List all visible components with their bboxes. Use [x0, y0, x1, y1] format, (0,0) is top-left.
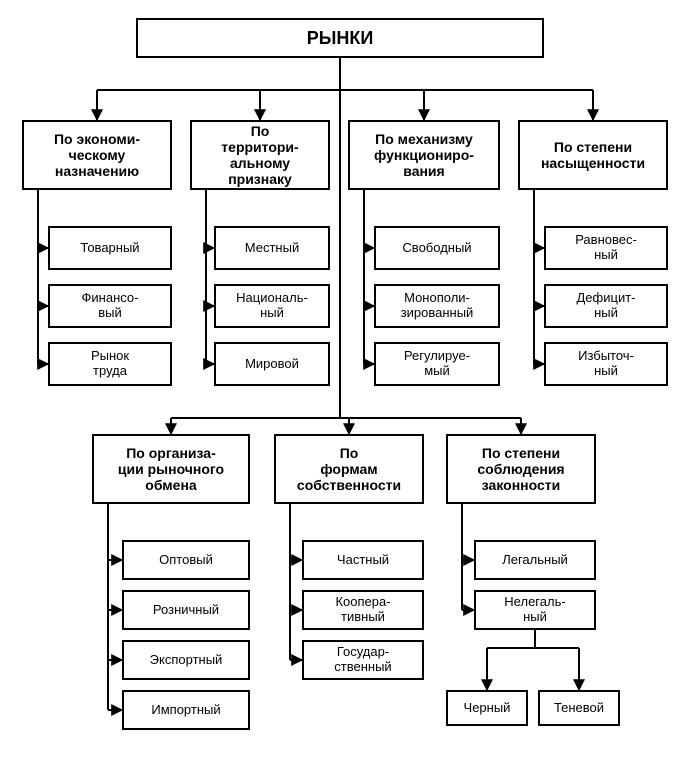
row1-c3-item-0: Равновес-ный — [544, 226, 668, 270]
row2-c2-item-0: Легальный — [474, 540, 596, 580]
row1-c1-item-1: Националь-ный — [214, 284, 330, 328]
root-title: РЫНКИ — [136, 18, 544, 58]
row1-c2-item-1: Монополи-зированный — [374, 284, 500, 328]
row2-c1-item-0: Частный — [302, 540, 424, 580]
row1-cat-3: По степенинасыщенности — [518, 120, 668, 190]
row1-c0-item-2: Рыноктруда — [48, 342, 172, 386]
row1-c3-item-1: Дефицит-ный — [544, 284, 668, 328]
row2-c1-item-1: Коопера-тивный — [302, 590, 424, 630]
row2-c1-item-2: Государ-ственный — [302, 640, 424, 680]
row2-c0-item-1: Розничный — [122, 590, 250, 630]
row1-cat-2: По механизмуфункциониро-вания — [348, 120, 500, 190]
row2-c2-item-1: Нелегаль-ный — [474, 590, 596, 630]
row1-c2-item-0: Свободный — [374, 226, 500, 270]
row1-c1-item-0: Местный — [214, 226, 330, 270]
row1-c3-item-2: Избыточ-ный — [544, 342, 668, 386]
row1-cat-0: По экономи-ческомуназначению — [22, 120, 172, 190]
row2-c0-item-0: Оптовый — [122, 540, 250, 580]
row2-c0-item-2: Экспортный — [122, 640, 250, 680]
sub-right: Теневой — [538, 690, 620, 726]
row1-cat-1: Потерритори-альномупризнаку — [190, 120, 330, 190]
row2-cat-0: По организа-ции рыночногообмена — [92, 434, 250, 504]
sub-left: Черный — [446, 690, 528, 726]
row2-cat-2: По степенисоблюдениязаконности — [446, 434, 596, 504]
row1-c0-item-1: Финансо-вый — [48, 284, 172, 328]
row1-c1-item-2: Мировой — [214, 342, 330, 386]
row1-c2-item-2: Регулируе-мый — [374, 342, 500, 386]
diagram-canvas: РЫНКИ По экономи-ческомуназначению Товарны… — [0, 0, 679, 760]
row1-c0-item-0: Товарный — [48, 226, 172, 270]
row2-cat-1: Поформамсобственности — [274, 434, 424, 504]
row2-c0-item-3: Импортный — [122, 690, 250, 730]
